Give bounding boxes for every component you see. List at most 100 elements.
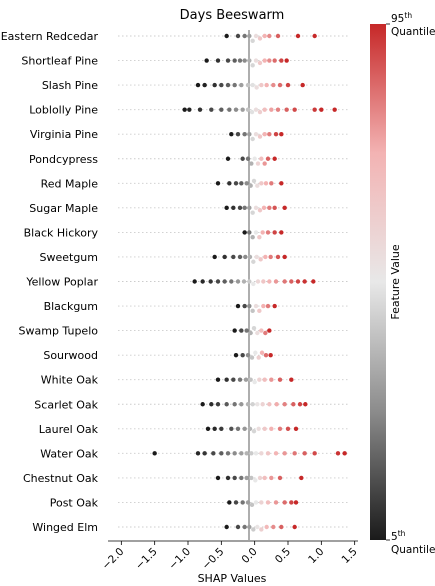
data-point <box>219 451 224 456</box>
colorbar-bottom-word: Quantile <box>391 544 435 556</box>
data-point <box>232 451 237 456</box>
data-point <box>264 82 269 88</box>
data-point <box>253 350 258 355</box>
data-point <box>295 33 301 39</box>
data-point <box>302 279 307 284</box>
data-point <box>229 426 234 431</box>
data-point <box>219 107 224 112</box>
category-label: Winged Elm <box>32 521 98 534</box>
data-point <box>250 402 255 407</box>
data-point <box>227 181 232 186</box>
data-point <box>250 82 255 88</box>
data-point <box>212 426 217 431</box>
data-point <box>289 500 294 505</box>
category-label: Eastern Redcedar <box>1 30 99 43</box>
data-point <box>239 451 244 456</box>
data-point <box>211 451 216 456</box>
data-point <box>303 402 308 407</box>
data-point <box>224 524 229 530</box>
data-point <box>265 451 271 456</box>
data-point <box>239 328 244 333</box>
data-point <box>267 58 272 63</box>
data-point <box>262 161 267 166</box>
data-point <box>282 254 287 260</box>
data-point <box>233 181 239 186</box>
data-point <box>239 181 244 186</box>
data-point <box>259 82 264 88</box>
data-point <box>257 235 262 240</box>
data-point <box>269 107 274 112</box>
data-point <box>262 426 267 431</box>
colorbar-top-number: 95th <box>391 11 412 25</box>
data-point <box>224 33 229 39</box>
data-point <box>232 328 237 333</box>
data-point <box>259 181 264 186</box>
data-point <box>227 500 232 505</box>
data-point <box>284 58 289 63</box>
data-point <box>262 58 267 63</box>
data-point <box>299 475 304 481</box>
data-point <box>302 451 307 456</box>
data-point <box>261 205 267 211</box>
data-point <box>237 377 243 382</box>
data-point <box>242 303 247 309</box>
data-point <box>257 308 262 314</box>
data-point <box>235 132 241 137</box>
data-point <box>272 205 277 211</box>
data-point <box>235 33 241 39</box>
data-point <box>251 429 257 434</box>
data-point <box>282 279 287 284</box>
data-point <box>260 402 265 407</box>
data-point <box>256 355 261 360</box>
data-point <box>254 254 259 260</box>
data-point <box>239 402 244 407</box>
data-point <box>248 183 253 188</box>
data-point <box>224 205 229 211</box>
data-point <box>257 208 263 213</box>
data-point <box>265 500 271 505</box>
data-point <box>229 132 234 137</box>
data-point <box>269 377 274 382</box>
data-point <box>253 478 258 483</box>
data-point <box>295 279 301 284</box>
data-point <box>237 254 243 260</box>
data-point <box>249 355 255 360</box>
category-label: Sourwood <box>43 349 98 362</box>
data-point <box>215 279 221 284</box>
category-label: Slash Pine <box>42 79 98 92</box>
data-point <box>265 156 271 161</box>
data-point <box>262 107 267 112</box>
data-point <box>253 451 259 456</box>
data-point <box>259 350 265 355</box>
data-point <box>289 377 294 382</box>
data-point <box>244 181 249 186</box>
data-point <box>224 402 229 407</box>
data-point <box>275 107 281 112</box>
category-label: Blackgum <box>44 300 98 313</box>
data-point <box>291 402 296 407</box>
data-point <box>255 161 261 166</box>
data-point <box>258 257 263 262</box>
data-point <box>257 60 263 66</box>
data-point <box>257 109 263 115</box>
data-point <box>269 426 274 431</box>
data-point <box>209 402 214 407</box>
data-point <box>284 107 289 112</box>
data-point <box>250 210 255 215</box>
data-point <box>192 279 197 284</box>
data-point <box>273 500 279 505</box>
category-label: Pondcypress <box>29 153 98 166</box>
data-point <box>279 181 284 186</box>
data-point <box>275 254 281 260</box>
data-point <box>267 205 272 211</box>
data-point <box>255 330 260 336</box>
data-point <box>245 500 251 505</box>
data-point <box>247 132 252 137</box>
data-point <box>232 58 237 63</box>
data-point <box>285 82 291 88</box>
data-point <box>227 107 232 112</box>
data-point <box>245 107 251 112</box>
data-point <box>233 107 239 112</box>
data-point <box>250 136 255 142</box>
